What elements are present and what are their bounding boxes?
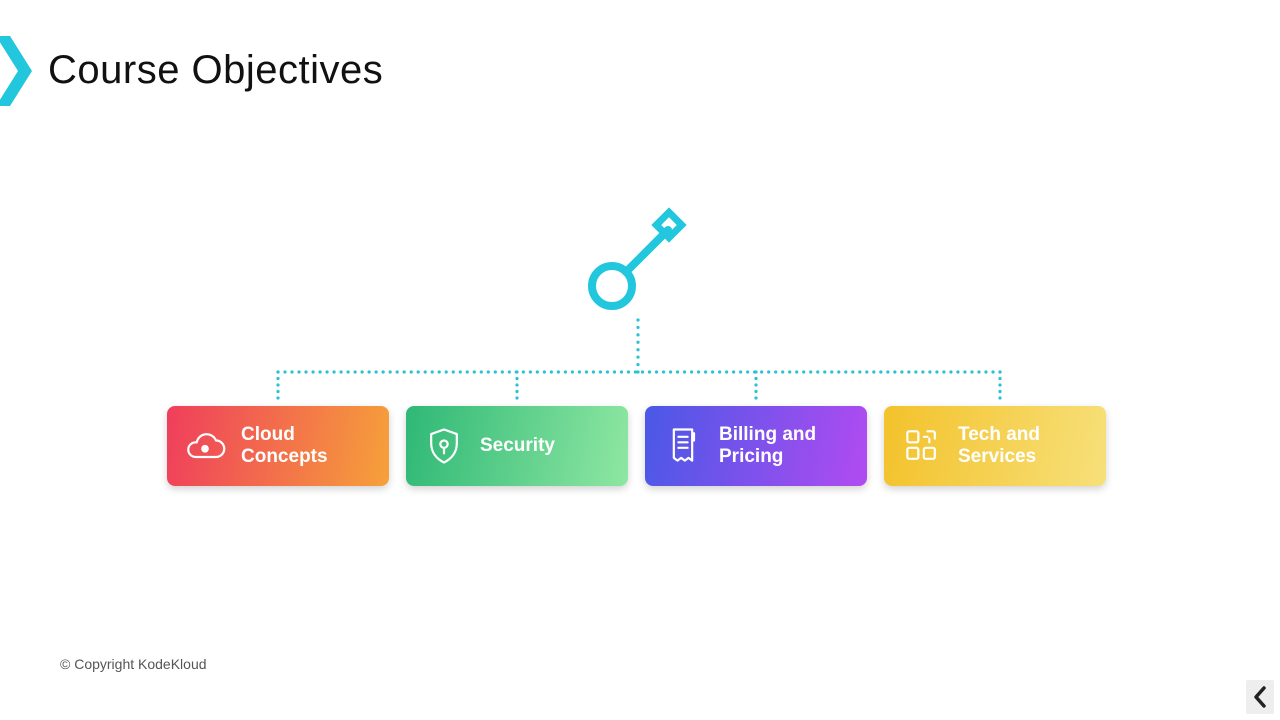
diagram-canvas [0, 0, 1280, 720]
copyright-text: © Copyright KodeKloud [60, 656, 207, 672]
cloud-icon [183, 424, 227, 468]
receipt-icon [661, 424, 705, 468]
shield-icon [422, 424, 466, 468]
key-icon [592, 212, 682, 306]
puzzle-icon [900, 424, 944, 468]
card-cloud-concepts: Cloud Concepts [167, 406, 389, 486]
card-tech-services: Tech and Services [884, 406, 1106, 486]
back-button[interactable] [1246, 680, 1274, 714]
card-label: Billing and Pricing [719, 424, 816, 468]
card-label: Tech and Services [958, 424, 1040, 468]
card-billing-pricing: Billing and Pricing [645, 406, 867, 486]
card-label: Cloud Concepts [241, 424, 328, 468]
card-security: Security [406, 406, 628, 486]
chevron-left-icon [1253, 686, 1267, 708]
card-label: Security [480, 435, 555, 457]
